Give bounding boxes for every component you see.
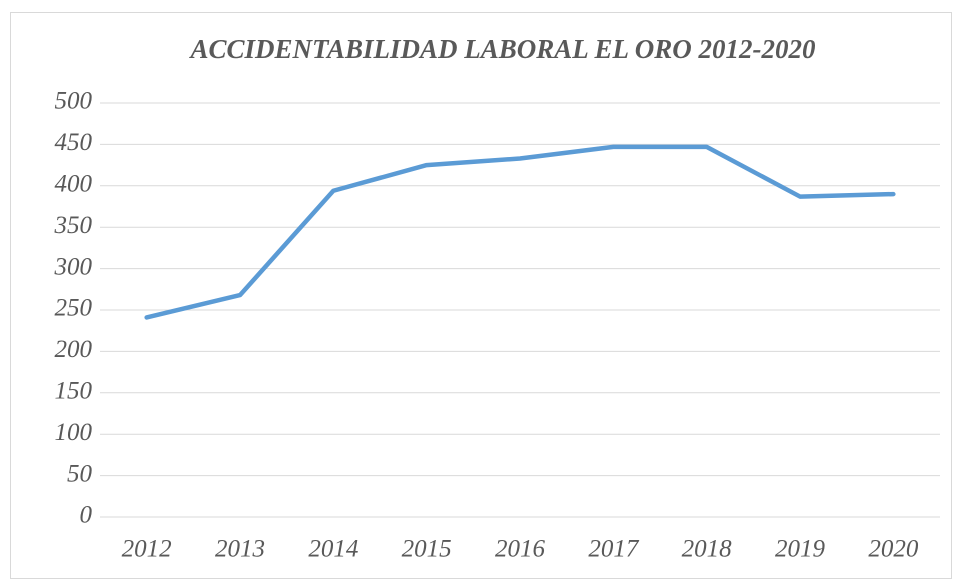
y-tick-label: 50 [67,460,93,487]
x-tick-label: 2017 [588,536,640,563]
y-tick-label: 400 [55,171,93,198]
y-tick-label: 500 [55,88,93,115]
x-tick-label: 2012 [122,536,172,563]
y-tick-label: 350 [54,212,93,239]
y-tick-label: 250 [55,295,93,322]
chart-border [10,12,952,579]
y-tick-label: 300 [54,253,93,280]
x-tick-label: 2019 [775,536,826,563]
x-tick-label: 2014 [308,536,358,563]
x-tick-label: 2015 [402,536,452,563]
x-tick-label: 2018 [682,536,733,563]
y-tick-label: 100 [55,419,93,446]
x-tick-label: 2013 [215,536,265,563]
y-tick-label: 200 [55,336,93,363]
y-tick-label: 0 [80,502,93,529]
y-tick-label: 450 [55,129,93,156]
x-tick-label: 2020 [868,536,919,563]
x-tick-label: 2016 [495,536,546,563]
line-series [144,144,896,320]
y-tick-label: 150 [55,378,93,405]
chart-title: ACCIDENTABILIDAD LABORAL EL ORO 2012-202… [188,34,816,64]
